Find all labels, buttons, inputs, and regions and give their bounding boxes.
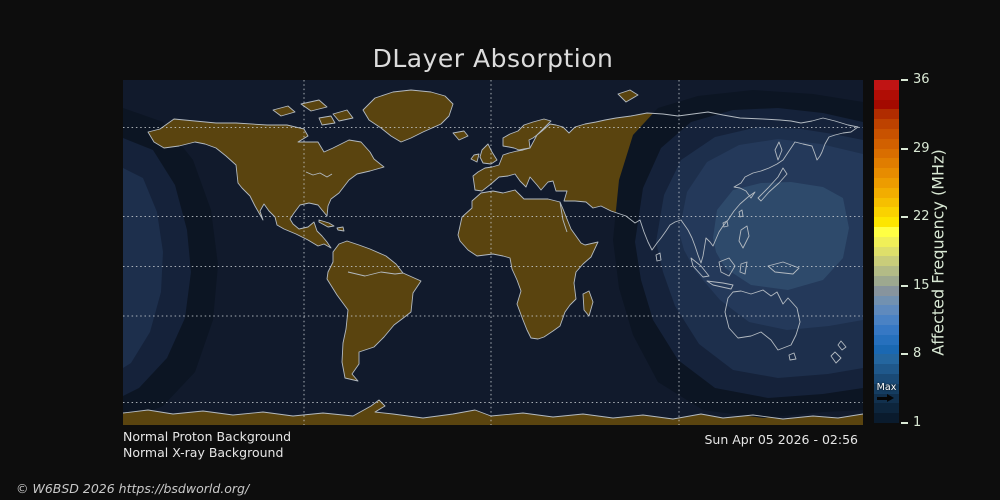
colorbar-segment [874,80,899,90]
tick-mark [901,216,908,219]
colorbar-segment [874,99,899,110]
colorbar-segment [874,373,899,384]
xray-status: Normal X-ray Background [123,444,284,460]
colorbar-segment [874,266,899,276]
colorbar-segment [874,275,899,286]
proton-status: Normal Proton Background [123,429,292,444]
colorbar-segment [874,295,899,306]
colorbar-gradient [874,80,899,423]
tick-mark [901,147,908,150]
tick-mark [901,422,908,424]
colorbar-max-marker: Max [874,383,899,402]
tick-label: 29 [913,140,930,156]
colorbar-segment [874,168,899,178]
absorption-region-west-wrap [123,108,218,422]
colorbar-segment [874,315,899,325]
colorbar-segment [874,413,899,423]
colorbar-segment [874,403,899,414]
colorbar-segment [874,158,899,169]
colorbar-segment [874,177,899,188]
copyright-notice: © W6BSD 2026 https://bsdworld.org/ [16,481,250,496]
tick-label: 36 [913,72,930,87]
colorbar-segment [874,305,899,316]
colorbar-segment [874,354,899,365]
colorbar-segment [874,246,899,257]
tick-label: 15 [913,277,930,293]
map-canvas [123,80,863,425]
absorption-region-day [613,90,863,418]
colorbar-axis-label: Affected Frequency (MHz) [928,149,948,356]
max-label: Max [876,382,897,393]
colorbar-segment [874,109,899,120]
colorbar-segment [874,217,899,227]
colorbar: Max [874,80,899,423]
colorbar-segment [874,256,899,267]
gridlines [123,80,863,425]
coastlines [123,89,863,420]
page-title: DLayer Absorption [372,44,614,73]
max-arrow-icon [874,394,899,402]
colorbar-segment [874,285,899,296]
colorbar-segment [874,187,899,198]
colorbar-segment [874,207,899,218]
colorbar-segment [874,128,899,139]
world-map [123,80,863,425]
colorbar-segment [874,119,899,129]
colorbar-segment [874,324,899,335]
tick-label: 8 [913,346,922,362]
tick-label: 1 [913,415,922,430]
status-lines: Normal Proton Background Normal X-ray Ba… [123,429,291,460]
colorbar-segment [874,138,899,149]
colorbar-segment [874,148,899,159]
colorbar-segment [874,344,899,355]
tick-mark [901,79,908,81]
colorbar-segment [874,334,899,345]
tick-mark [901,284,908,287]
colorbar-segment [874,226,899,237]
colorbar-segment [874,364,899,374]
colorbar-segment [874,197,899,208]
colorbar-segment [874,89,899,100]
map-timestamp: Sun Apr 05 2026 - 02:56 [704,432,858,447]
tick-mark [901,353,908,356]
colorbar-ticks: 36 29 22 15 8 1 [899,72,959,430]
colorbar-segment [874,236,899,247]
tick-label: 22 [913,209,930,225]
colorbar-segment [874,383,899,394]
